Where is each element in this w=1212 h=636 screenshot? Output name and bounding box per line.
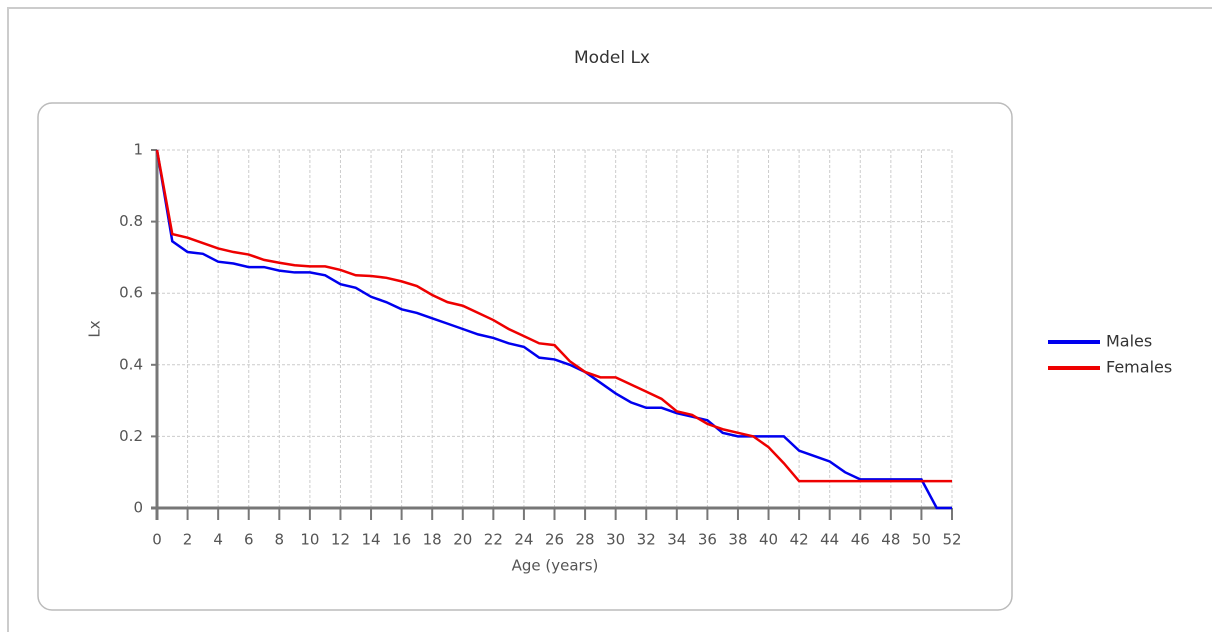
x-tick-label: 38 <box>728 531 747 549</box>
x-tick-label: 28 <box>576 531 595 549</box>
x-tick-label: 16 <box>392 531 411 549</box>
x-tick-label: 14 <box>361 531 380 549</box>
x-tick-label: 52 <box>942 531 961 549</box>
chart-frame <box>37 102 1013 611</box>
x-tick-label: 50 <box>912 531 931 549</box>
x-tick-label: 4 <box>213 531 223 549</box>
x-tick-label: 20 <box>453 531 472 549</box>
x-tick-label: 24 <box>514 531 533 549</box>
chart-title: Model Lx <box>574 48 650 68</box>
y-axis-label: Lx <box>86 320 104 337</box>
y-tick-label: 0 <box>133 499 143 517</box>
series-line <box>155 149 952 483</box>
x-tick-label: 12 <box>331 531 350 549</box>
x-axis-label: Age (years) <box>512 557 599 575</box>
x-tick-label: 42 <box>790 531 809 549</box>
x-tick-label: 18 <box>423 531 442 549</box>
x-tick-label: 0 <box>152 531 162 549</box>
x-tick-label: 46 <box>851 531 870 549</box>
x-tick-label: 36 <box>698 531 717 549</box>
x-tick-label: 6 <box>244 531 254 549</box>
x-tick-label: 30 <box>606 531 625 549</box>
x-tick-label: 32 <box>637 531 656 549</box>
y-tick-label: 0.2 <box>119 427 143 445</box>
panel-border <box>7 7 1212 636</box>
x-tick-label: 40 <box>759 531 778 549</box>
x-tick-label: 26 <box>545 531 564 549</box>
series-line <box>155 149 952 510</box>
x-tick-label: 10 <box>300 531 319 549</box>
x-tick-label: 2 <box>183 531 193 549</box>
x-tick-label: 34 <box>667 531 686 549</box>
legend-label: Males <box>1106 332 1152 351</box>
x-tick-label: 22 <box>484 531 503 549</box>
y-tick-label: 0.8 <box>119 212 143 230</box>
x-tick-label: 44 <box>820 531 839 549</box>
x-tick-label: 48 <box>881 531 900 549</box>
y-tick-label: 0.4 <box>119 355 143 373</box>
legend-label: Females <box>1106 358 1172 377</box>
y-tick-label: 0.6 <box>119 284 143 302</box>
y-tick-label: 1 <box>133 141 143 159</box>
x-tick-label: 8 <box>275 531 285 549</box>
